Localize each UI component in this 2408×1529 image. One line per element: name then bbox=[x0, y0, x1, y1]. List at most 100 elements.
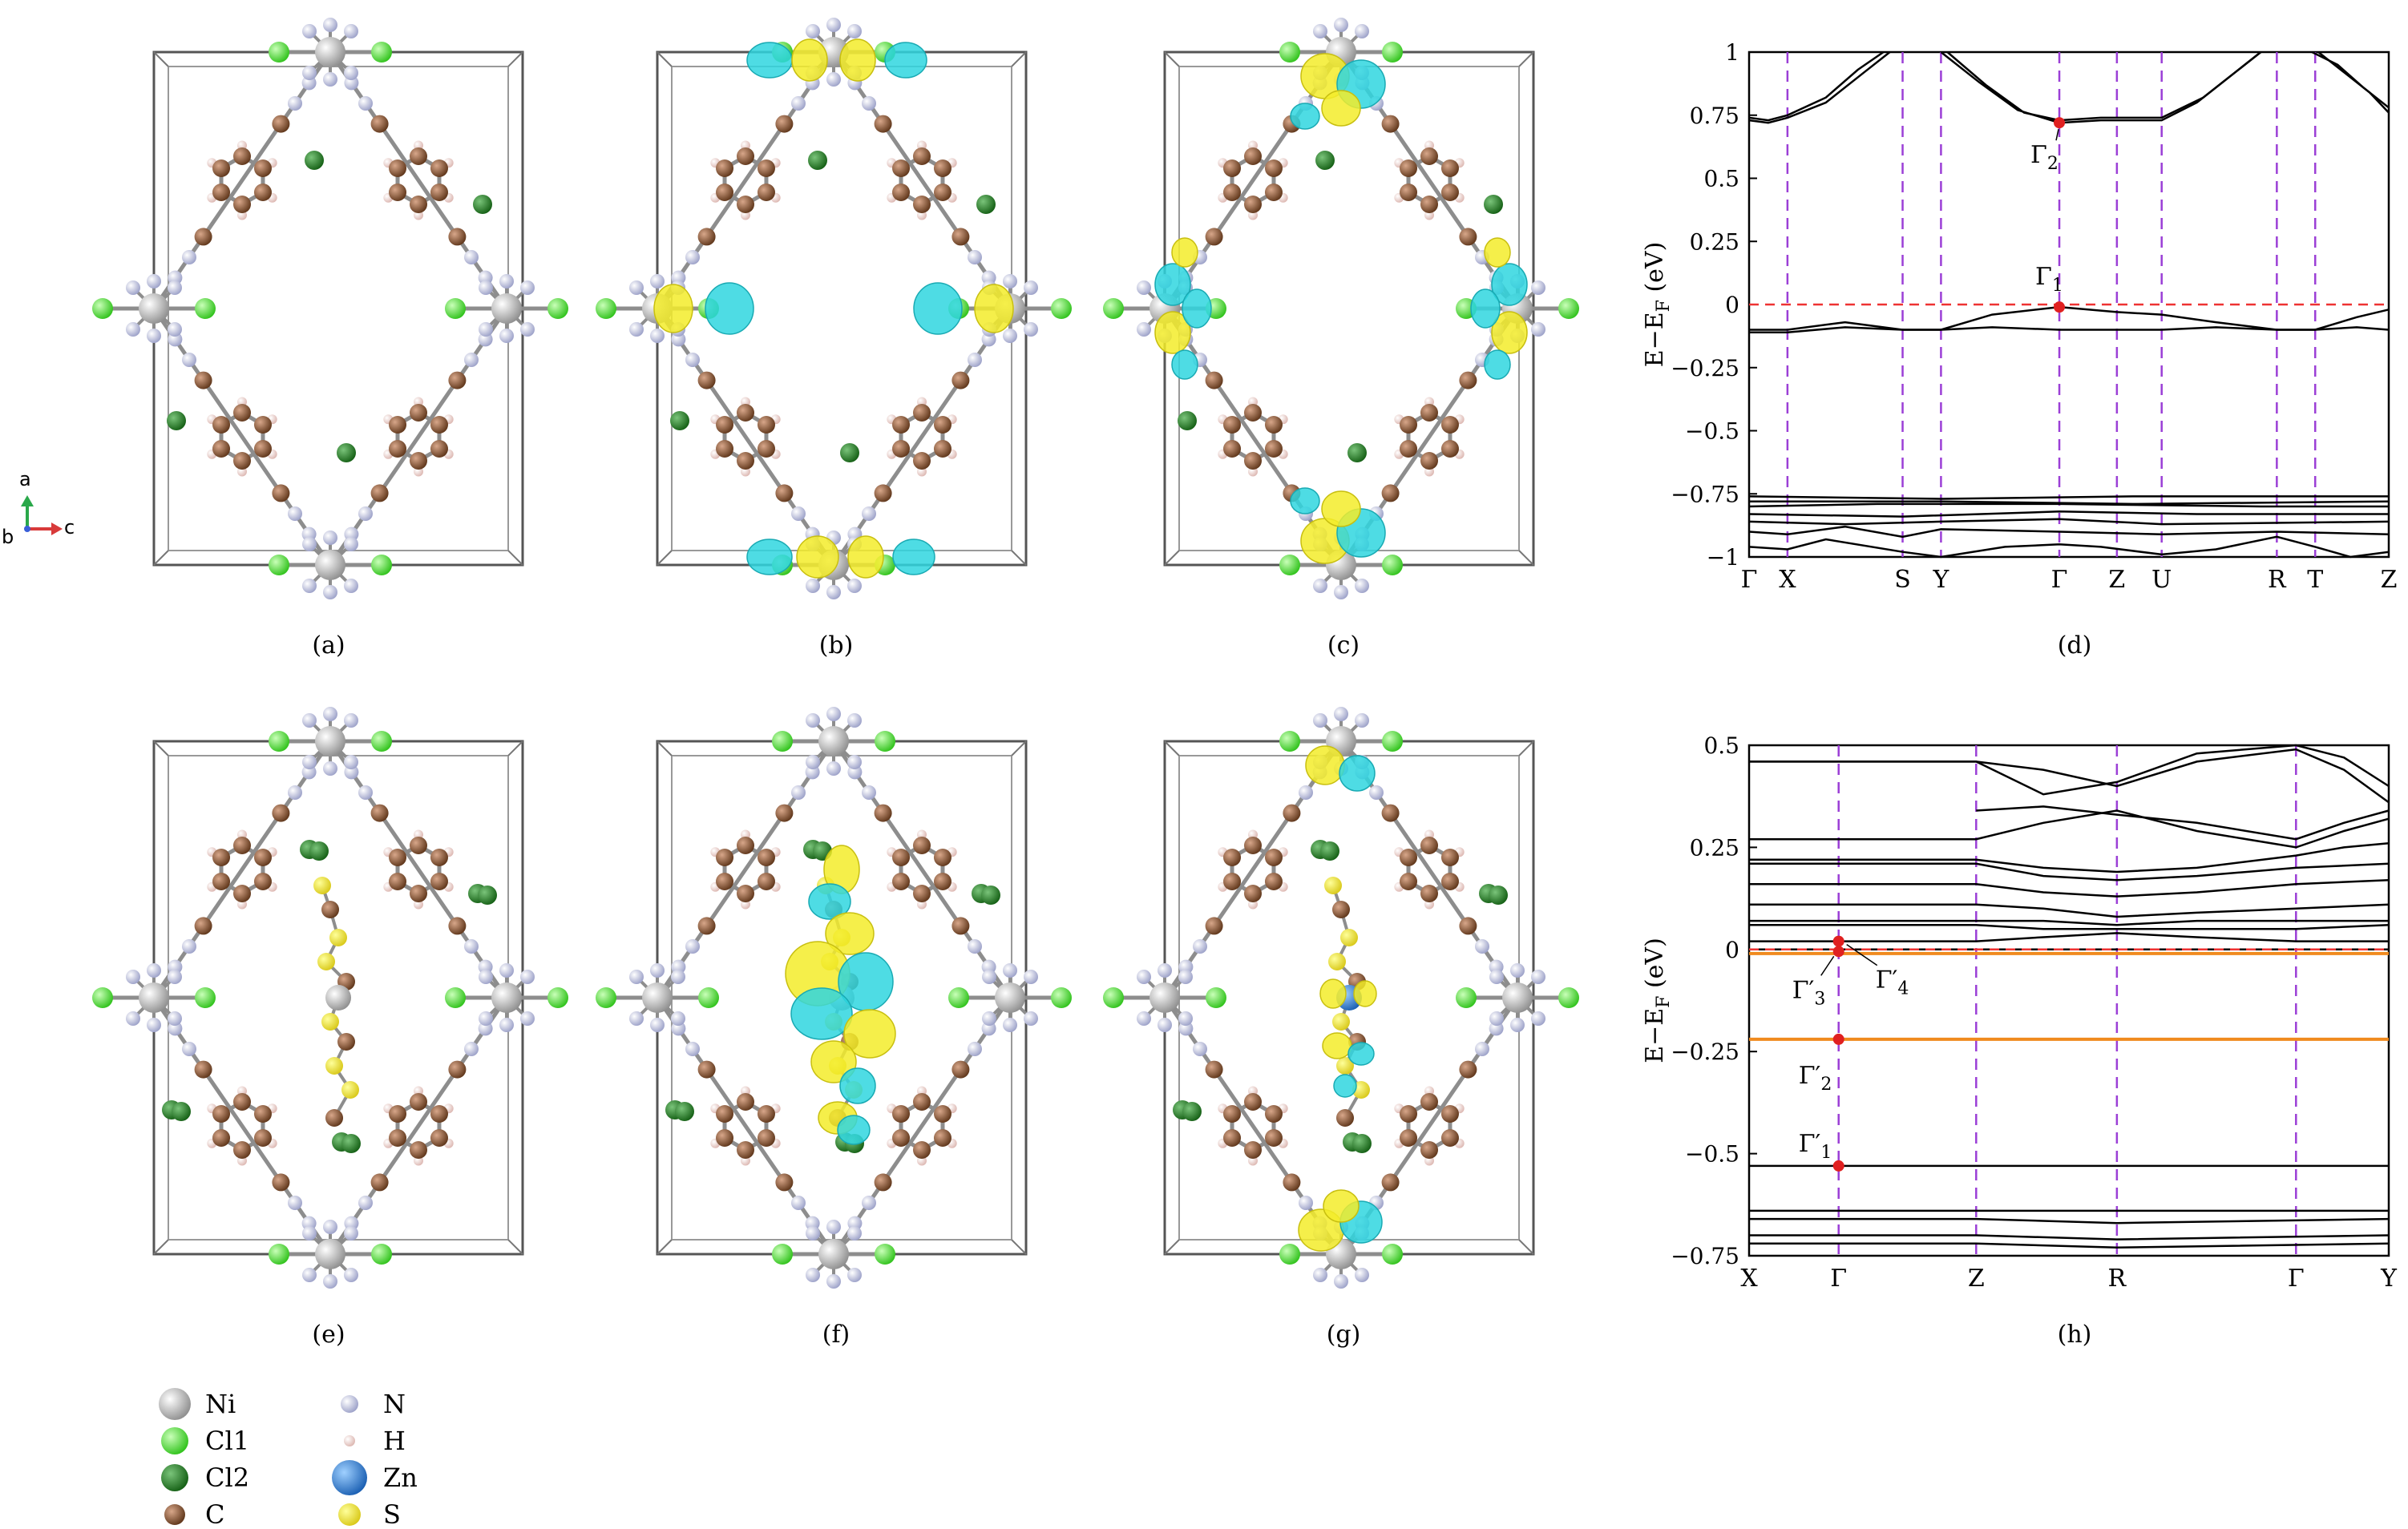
n-atom bbox=[168, 970, 182, 984]
plot-frame bbox=[1747, 50, 2390, 559]
cl2-atom bbox=[1352, 1134, 1372, 1153]
cl1-atom bbox=[269, 1244, 289, 1265]
unit-cell-edge bbox=[1518, 1239, 1534, 1255]
c-atom bbox=[737, 147, 754, 165]
n-atom bbox=[1531, 280, 1545, 295]
c-atom bbox=[272, 804, 290, 822]
s-atom bbox=[1332, 1013, 1350, 1031]
ni-atom bbox=[315, 1239, 345, 1269]
n-atom bbox=[862, 785, 876, 800]
legend-label: H bbox=[383, 1426, 406, 1456]
unit-cell-edge bbox=[153, 51, 169, 67]
c-atom bbox=[272, 115, 290, 133]
cl1-atom bbox=[547, 298, 568, 319]
unit-cell-edge bbox=[1164, 550, 1180, 566]
c-atom bbox=[253, 873, 272, 890]
n-atom bbox=[847, 24, 862, 38]
c-atom bbox=[913, 404, 931, 422]
c-atom bbox=[448, 371, 467, 389]
n-atom bbox=[650, 1018, 665, 1032]
c-atom bbox=[272, 1173, 290, 1192]
c-atom bbox=[430, 873, 448, 890]
c-atom bbox=[1223, 873, 1242, 890]
cl1-atom bbox=[1558, 987, 1579, 1008]
c-atom bbox=[212, 1129, 231, 1147]
c-atom bbox=[874, 115, 892, 133]
n-atom bbox=[1313, 24, 1327, 38]
c-atom bbox=[410, 1141, 427, 1159]
band-line bbox=[1749, 1217, 2390, 1224]
n-atom bbox=[344, 537, 358, 551]
c-atom bbox=[737, 837, 754, 854]
n-atom bbox=[826, 18, 841, 32]
c-atom bbox=[430, 159, 448, 177]
y-tick-label: −0.75 bbox=[1671, 481, 1739, 507]
unit-cell-edge bbox=[1518, 51, 1534, 67]
cl2-atom bbox=[1484, 195, 1503, 214]
y-tick-label: −0.75 bbox=[1671, 1243, 1739, 1269]
n-atom bbox=[1024, 322, 1038, 337]
n-atom bbox=[1003, 274, 1017, 288]
cl1-atom bbox=[269, 42, 289, 63]
unit-cell-edge bbox=[1518, 740, 1534, 756]
n-atom bbox=[1024, 1011, 1038, 1026]
n-atom bbox=[629, 1011, 644, 1026]
bond bbox=[655, 996, 836, 1256]
n-atom bbox=[499, 329, 514, 343]
c-atom bbox=[737, 1141, 754, 1159]
c-atom bbox=[194, 917, 212, 935]
c-atom bbox=[1223, 849, 1242, 866]
ni-atom bbox=[1149, 982, 1180, 1013]
c-atom bbox=[1223, 440, 1242, 458]
label-pointer bbox=[1820, 955, 1835, 976]
c-atom bbox=[1400, 184, 1418, 201]
c-atom bbox=[1420, 404, 1438, 422]
cl2-atom bbox=[473, 195, 492, 214]
unit-cell-edge bbox=[657, 550, 673, 566]
kpoint-label: Γ bbox=[1830, 1265, 1847, 1293]
n-atom bbox=[1137, 970, 1151, 984]
ni-atom bbox=[642, 982, 673, 1013]
kpoint-label: R bbox=[2268, 566, 2287, 594]
n-atom bbox=[847, 755, 862, 769]
n-atom bbox=[302, 66, 317, 80]
n-atom bbox=[1489, 970, 1504, 984]
cl1-atom bbox=[1279, 1244, 1300, 1265]
c-atom bbox=[1264, 416, 1283, 434]
band-line bbox=[1749, 1242, 2390, 1249]
c-atom bbox=[194, 371, 212, 389]
c-atom bbox=[1420, 837, 1438, 854]
n-atom bbox=[479, 970, 493, 984]
n-atom bbox=[1334, 707, 1348, 721]
ni-atom bbox=[491, 293, 522, 324]
charge-lobe-yellow bbox=[1305, 745, 1345, 785]
n-atom bbox=[302, 1226, 317, 1241]
n-atom bbox=[126, 322, 140, 337]
n-atom bbox=[182, 250, 196, 264]
c-atom bbox=[737, 404, 754, 422]
legend-swatch-cl2 bbox=[161, 1464, 188, 1491]
band-line bbox=[1749, 878, 2390, 898]
cl1-atom bbox=[772, 1244, 793, 1265]
c-atom bbox=[1459, 371, 1477, 389]
c-atom bbox=[410, 837, 427, 854]
band-line bbox=[1748, 502, 2389, 508]
kpoint-label: S bbox=[1894, 566, 1911, 594]
c-atom bbox=[1205, 371, 1223, 389]
charge-lobe-cyan bbox=[913, 282, 963, 335]
charge-lobe-cyan bbox=[1154, 263, 1191, 306]
c-atom bbox=[1420, 196, 1438, 213]
kpoint-label: Z bbox=[2381, 566, 2398, 594]
c-atom bbox=[1244, 885, 1262, 902]
c-atom bbox=[775, 804, 794, 822]
legend-swatch-c bbox=[164, 1504, 185, 1525]
c-atom bbox=[892, 1105, 911, 1123]
n-atom bbox=[1158, 1018, 1172, 1032]
marked-state-point bbox=[1832, 946, 1844, 958]
cl2-atom bbox=[808, 151, 827, 170]
n-atom bbox=[323, 531, 337, 545]
n-atom bbox=[806, 1268, 820, 1282]
panel-caption: (d) bbox=[2058, 631, 2092, 660]
c-atom bbox=[757, 1105, 775, 1123]
